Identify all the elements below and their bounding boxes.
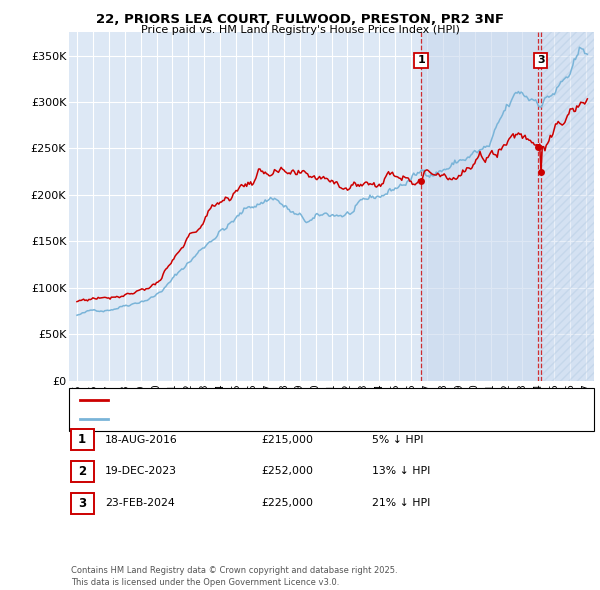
Text: 1: 1 — [78, 433, 86, 446]
Text: 3: 3 — [78, 497, 86, 510]
Text: Contains HM Land Registry data © Crown copyright and database right 2025.
This d: Contains HM Land Registry data © Crown c… — [71, 566, 397, 587]
Text: 23-FEB-2024: 23-FEB-2024 — [105, 499, 175, 508]
Bar — [541, 32, 594, 381]
Text: 13% ↓ HPI: 13% ↓ HPI — [372, 467, 430, 476]
Text: 22, PRIORS LEA COURT, FULWOOD, PRESTON, PR2 3NF (detached house): 22, PRIORS LEA COURT, FULWOOD, PRESTON, … — [112, 395, 476, 405]
Text: 19-DEC-2023: 19-DEC-2023 — [105, 467, 177, 476]
Text: 1: 1 — [417, 55, 425, 65]
Text: 2: 2 — [78, 465, 86, 478]
Text: 22, PRIORS LEA COURT, FULWOOD, PRESTON, PR2 3NF: 22, PRIORS LEA COURT, FULWOOD, PRESTON, … — [96, 13, 504, 26]
Text: 21% ↓ HPI: 21% ↓ HPI — [372, 499, 430, 508]
Text: £225,000: £225,000 — [261, 499, 313, 508]
Text: 3: 3 — [537, 55, 545, 65]
Text: 5% ↓ HPI: 5% ↓ HPI — [372, 435, 424, 444]
Text: HPI: Average price, detached house, Preston: HPI: Average price, detached house, Pres… — [112, 414, 334, 424]
Bar — [421, 32, 541, 381]
Text: 18-AUG-2016: 18-AUG-2016 — [105, 435, 178, 444]
Text: Price paid vs. HM Land Registry's House Price Index (HPI): Price paid vs. HM Land Registry's House … — [140, 25, 460, 35]
Text: £215,000: £215,000 — [261, 435, 313, 444]
Text: £252,000: £252,000 — [261, 467, 313, 476]
